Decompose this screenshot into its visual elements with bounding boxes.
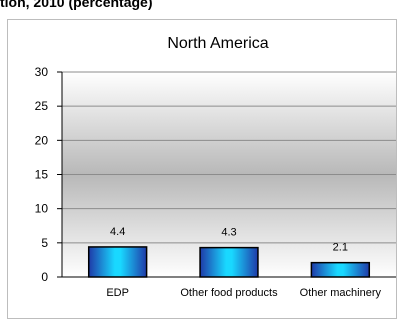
y-tick-label: 0: [41, 270, 48, 284]
bar-other-food-products: [199, 246, 259, 278]
bar-other-machinery: [310, 261, 371, 278]
y-tick-label: 20: [35, 133, 49, 147]
bar-edp: [87, 246, 148, 278]
data-label: 4.4: [110, 226, 125, 238]
chart-title: North America: [167, 35, 268, 52]
y-tick-label: 15: [35, 168, 49, 182]
x-tick-label: Other food products: [180, 287, 278, 299]
y-tick-label: 25: [35, 99, 49, 113]
x-tick-label: EDP: [106, 287, 129, 299]
x-tick-label: Other machinery: [300, 287, 382, 299]
data-label: 4.3: [221, 227, 236, 239]
data-label: 2.1: [333, 242, 348, 254]
y-tick-label: 5: [41, 236, 48, 250]
y-tick-label: 10: [35, 202, 49, 216]
y-tick-label: 30: [35, 65, 49, 79]
figure-caption: tion, 2010 (percentage): [0, 0, 153, 10]
